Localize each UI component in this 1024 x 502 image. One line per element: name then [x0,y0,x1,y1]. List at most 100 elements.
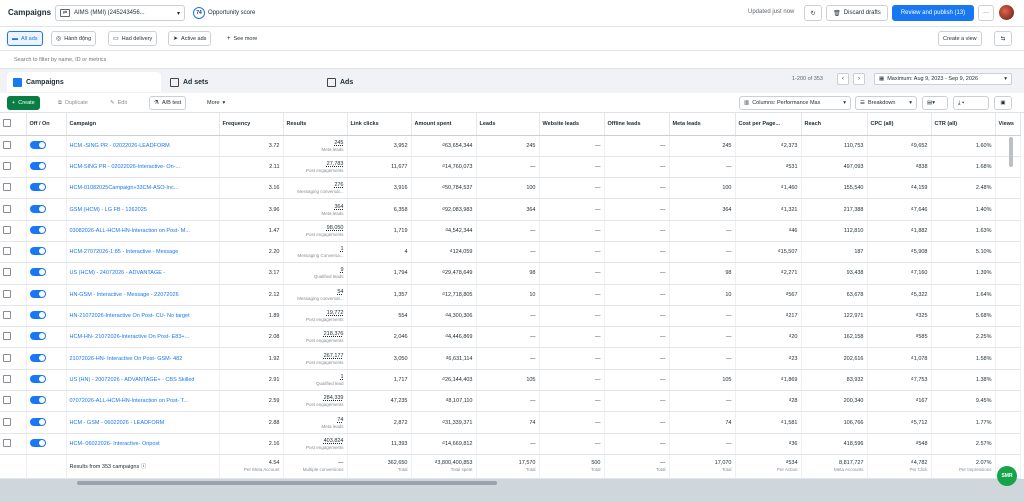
col-leads[interactable]: Leads [476,113,540,136]
row-checkbox[interactable] [3,332,11,341]
campaign-toggle[interactable] [29,161,46,170]
toggle-cell[interactable] [26,305,67,328]
results-value[interactable]: 1 [340,246,344,253]
account-select[interactable]: ⇄ AIMS (MMI) (245243456... ▾ [55,5,185,21]
campaign-toggle[interactable] [29,374,46,383]
campaign-toggle[interactable] [29,140,46,149]
more-options-button[interactable]: ··· [978,5,994,21]
edit-button[interactable]: ✎ Edit [105,96,133,110]
duplicate-button[interactable]: ⧉ Duplicate [53,96,93,110]
assistant-fab[interactable]: SMR [997,466,1017,486]
results-value[interactable]: 218,376 [323,331,344,338]
settings-icon[interactable]: ▣ [994,96,1012,110]
results-value[interactable]: 9 [340,267,344,274]
table-row[interactable]: US (HN) - 20072026 - ADVANTAGE+ - CBS Sk… [0,369,1021,392]
col-cpc[interactable]: CPC (all) [867,113,932,136]
row-checkbox[interactable] [3,311,11,320]
toggle-cell[interactable] [26,241,67,264]
results-value[interactable]: 403,824 [323,437,344,444]
row-checkbox[interactable] [3,183,11,192]
col-link-clicks[interactable]: Link clicks [347,113,412,136]
results-value[interactable]: 27,783 [326,160,344,167]
col-views[interactable]: Views [995,113,1021,136]
review-publish-button[interactable]: Review and publish (13) [892,5,974,21]
results-value[interactable]: 284,339 [323,395,344,402]
campaign-name[interactable]: HCM- 06022026- Interactive- Onpost [66,433,220,455]
campaign-name[interactable]: HCM - GSM - 06022026 - LEADFORM [66,411,220,434]
row-checkbox-cell[interactable] [0,284,27,306]
table-row[interactable]: HN-21072026-Interactive On Post- CU- No … [0,305,1021,328]
toggle-cell[interactable] [26,198,67,221]
avatar[interactable] [999,5,1014,20]
reports-button[interactable]: ▤▾ [922,96,948,110]
campaign-name[interactable]: HN-GSM - Interactive - Message - 2207202… [66,284,220,306]
toggle-cell[interactable] [26,135,67,157]
campaign-toggle[interactable] [29,183,46,192]
toggle-cell[interactable] [26,347,67,370]
campaign-name[interactable]: 03082026-ALL-HCM-HN-Interaction on Post-… [66,220,220,242]
row-checkbox-cell[interactable] [0,262,27,285]
campaign-toggle[interactable] [29,417,46,426]
prev-page-button[interactable]: ‹ [837,73,849,85]
refresh-button[interactable]: ↻ [804,5,822,21]
ab-test-button[interactable]: ⚗ A/B test [149,96,187,110]
select-all-checkbox[interactable] [3,118,11,127]
row-checkbox[interactable] [3,417,11,426]
create-view-button[interactable]: Create a view [938,31,982,46]
toggle-cell[interactable] [26,220,67,242]
tab-had-delivery[interactable]: ▭ Had delivery [108,31,158,46]
row-checkbox[interactable] [3,161,11,170]
results-value[interactable]: 245 [334,139,344,146]
row-checkbox-cell[interactable] [0,135,27,157]
table-row[interactable]: HCM-01082025Campaign»33CM-ASO-Inc... 3.16… [0,177,1021,200]
row-checkbox-cell[interactable] [0,369,27,392]
campaign-toggle[interactable] [29,268,46,277]
row-checkbox[interactable] [3,353,11,362]
table-row[interactable]: GSM (HCM) - LG FB - 1262025 3.96 364 Meta l… [0,198,1021,221]
toggle-cell[interactable] [26,369,67,392]
results-value[interactable]: 1 [340,373,344,380]
columns-dropdown[interactable]: ▥ Columns: Performance Max ▾ [739,96,851,110]
toggle-cell[interactable] [26,262,67,285]
select-all-checkbox-cell[interactable] [0,113,27,136]
row-checkbox[interactable] [3,396,11,405]
toggle-cell[interactable] [26,433,67,455]
toggle-cell[interactable] [26,411,67,434]
campaign-toggle[interactable] [29,225,46,234]
row-checkbox[interactable] [3,225,11,234]
horizontal-scrollbar[interactable] [77,481,497,485]
row-checkbox-cell[interactable] [0,156,27,179]
col-reach[interactable]: Reach [801,113,868,136]
campaign-toggle[interactable] [29,204,46,213]
create-button[interactable]: + Create [7,96,40,110]
tab-ad-sets[interactable]: Ad sets [164,72,318,92]
campaign-name[interactable]: HCM -SING PR - 02022026-LEADFORM [66,135,220,157]
table-row[interactable]: 21072026-HN- Interactive On Post- GSM- 4… [0,347,1021,370]
campaign-toggle[interactable] [29,289,46,298]
col-offline-leads[interactable]: Offline leads [604,113,670,136]
col-website-leads[interactable]: Website leads [539,113,605,136]
row-checkbox[interactable] [3,289,11,298]
results-value[interactable]: 98,050 [326,224,344,231]
discard-drafts-button[interactable]: 🗑 Discard drafts [826,5,888,21]
row-checkbox-cell[interactable] [0,411,27,434]
toggle-cell[interactable] [26,177,67,200]
campaign-name[interactable]: 21072026-HN- Interactive On Post- GSM- 4… [66,347,220,370]
campaign-toggle[interactable] [29,353,46,362]
campaign-name[interactable]: HCM-27072026-1:85 - Interactive - Messag… [66,241,220,264]
row-checkbox[interactable] [3,140,11,149]
campaign-toggle[interactable] [29,311,46,320]
col-ctr[interactable]: CTR (all) [931,113,996,136]
see-more-button[interactable]: + See more [222,31,263,46]
row-checkbox-cell[interactable] [0,198,27,221]
results-value[interactable]: 276 [334,182,344,189]
campaign-name[interactable]: HCM-SING PR - 02022026-Interactive- On-.… [66,156,220,179]
table-row[interactable]: HCM- 06022026- Interactive- Onpost 2.16 40… [0,433,1021,455]
table-row[interactable]: 03082026-ALL-HCM-HN-Interaction on Post-… [0,220,1021,242]
col-off-on[interactable]: Off / On [26,113,67,136]
table-row[interactable]: 07072026-ALL-HCM-HN-Interaction on Post-… [0,390,1021,413]
toggle-cell[interactable] [26,156,67,179]
results-value[interactable]: 54 [337,288,344,295]
col-meta-leads[interactable]: Meta leads [669,113,736,136]
row-checkbox-cell[interactable] [0,177,27,200]
